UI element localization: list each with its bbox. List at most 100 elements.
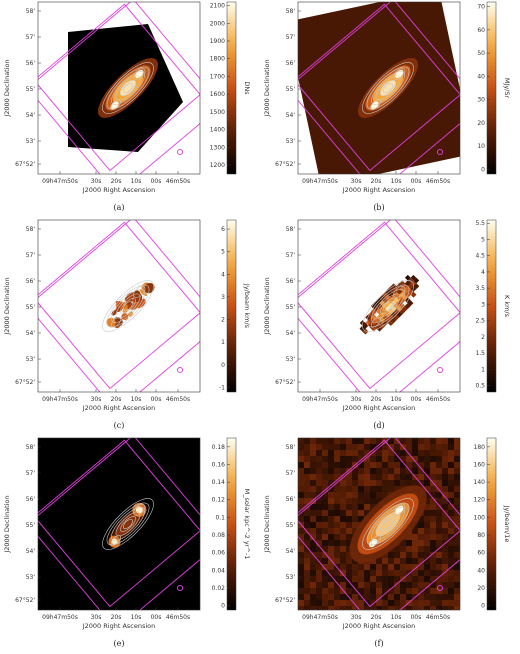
y-tick-label: 67°52' <box>275 597 295 604</box>
x-tick-label: 09h47m50s <box>302 396 338 403</box>
y-tick-label: 56' <box>286 278 296 285</box>
y-tick-label: 56' <box>26 60 36 67</box>
y-tick-label: 56' <box>26 278 36 285</box>
panel-e: 58' 57' 56' 55' 54' 53' 67°52' 09h47m50s 30s 20s 1… <box>0 436 260 654</box>
panel-caption: (f) <box>374 639 383 648</box>
colorbar-tick-label: 30 <box>477 97 485 104</box>
footprint-outline <box>298 221 460 390</box>
panel-caption: (b) <box>373 203 384 212</box>
colorbar-tick-label: 5 <box>221 249 225 256</box>
y-axis-title: J2000 Declination <box>263 495 271 553</box>
colorbar-tick-label: 2100 <box>210 3 225 10</box>
y-tick-label: 67°52' <box>15 379 35 386</box>
y-tick-label: 58' <box>26 444 36 451</box>
x-tick-label: 09h47m50s <box>302 178 338 185</box>
x-tick-label: 10s <box>131 614 142 621</box>
panel-f: 58' 57' 56' 55' 54' 53' 67°52' 09h47m50s 30s 20s 1… <box>260 436 520 654</box>
y-tick-label: 54' <box>286 330 296 337</box>
colorbar-tick-label: 1200 <box>210 162 225 169</box>
footprint-outline <box>38 438 200 610</box>
colorbar-tick-label: 6 <box>221 226 225 233</box>
colorbar-tick-label: 0.1 <box>215 514 225 521</box>
panel-d: 58' 57' 56' 55' 54' 53' 67°52' 09h47m50s 30s 20s 1… <box>260 218 520 436</box>
plot-frame <box>37 1 201 175</box>
colorbar-tick-label: 0 <box>221 603 225 610</box>
footprint-outline <box>298 3 460 172</box>
colorbar <box>226 1 237 175</box>
y-tick-label: 58' <box>26 8 36 15</box>
y-tick-label: 55' <box>286 86 296 93</box>
y-tick-label: 55' <box>286 304 296 311</box>
y-tick-label: 55' <box>26 86 36 93</box>
colorbar-tick-label: 0.06 <box>212 550 226 557</box>
x-tick-label: 10s <box>391 178 402 185</box>
y-axis-title: J2000 Declination <box>3 277 11 335</box>
contour-lines <box>362 62 414 114</box>
x-tick-label: 09h47m50s <box>302 614 338 621</box>
colorbar-tick-label: 70 <box>477 4 485 11</box>
colorbar-tick-label: 20 <box>477 120 485 127</box>
colorbar-tick-label: 2.5 <box>475 318 485 325</box>
colorbar-unit-label: Jy/beam km/s <box>243 283 251 329</box>
colorbar-tick-label: 5 <box>481 236 485 243</box>
panel-caption: (e) <box>114 639 125 648</box>
contour-lines <box>102 62 154 114</box>
plot-area <box>298 438 460 610</box>
footprint-outline <box>38 439 200 608</box>
plot-frame <box>297 437 461 611</box>
colorbar-unit-label: MJy/Sr <box>503 78 511 99</box>
colorbar-tick-label: 140 <box>474 479 486 486</box>
plot-frame <box>297 219 461 393</box>
colorbar-tick-label: 4.5 <box>475 253 485 260</box>
x-tick-label: 30s <box>351 178 362 185</box>
colorbar <box>486 219 497 393</box>
contour-lines <box>102 498 154 550</box>
colorbar-unit-label: M_solar kpc^-2 yr^-1 <box>243 489 251 560</box>
chart-1: 58' 57' 56' 55' 54' 53' 67°52' 09h47m50s 30s 20s 1… <box>263 1 511 212</box>
x-tick-label: 20s <box>371 178 382 185</box>
colorbar-tick-label: 0.16 <box>212 461 226 468</box>
colorbar-tick-label: 3.5 <box>475 285 485 292</box>
colorbar <box>226 219 237 393</box>
colorbar-tick-label: 2000 <box>210 20 225 27</box>
beam-marker <box>436 366 444 374</box>
colorbar-tick-label: 0.12 <box>212 497 226 504</box>
colorbar-tick-label: 2 <box>221 317 225 324</box>
beam-marker <box>176 148 184 156</box>
x-axis-title: J2000 Right Ascension <box>82 186 156 194</box>
y-tick-label: 55' <box>26 522 36 529</box>
x-tick-label: 46m50s <box>166 614 190 621</box>
colorbar-tick-label: 1600 <box>210 91 225 98</box>
plot-frame <box>37 437 201 611</box>
y-tick-label: 57' <box>286 470 296 477</box>
beam-marker <box>436 148 444 156</box>
y-tick-label: 57' <box>286 34 296 41</box>
y-tick-label: 53' <box>286 138 296 145</box>
y-tick-label: 53' <box>286 574 296 581</box>
footprint-outline <box>38 2 200 174</box>
beam-marker <box>176 584 184 592</box>
plot-area <box>38 2 200 174</box>
y-tick-label: 54' <box>26 330 36 337</box>
y-tick-label: 53' <box>26 356 36 363</box>
plot-area <box>38 220 200 392</box>
colorbar-tick-label: 1700 <box>210 73 225 80</box>
footprint-outline <box>38 221 200 390</box>
colorbar-tick-label: 1 <box>221 339 225 346</box>
colorbar-tick-label: -1 <box>219 384 225 391</box>
colorbar-tick-label: 4 <box>481 269 485 276</box>
panel-a: 58' 57' 56' 55' 54' 53' 67°52' 09h47m50s 30s 20s 1… <box>0 0 260 218</box>
x-tick-label: 20s <box>371 614 382 621</box>
colorbar-tick-label: 1800 <box>210 56 225 63</box>
y-axis-title: J2000 Declination <box>263 59 271 117</box>
chart-4: 58' 57' 56' 55' 54' 53' 67°52' 09h47m50s 30s 20s 1… <box>3 437 251 648</box>
x-axis-title: J2000 Right Ascension <box>82 404 156 412</box>
colorbar-unit-label: DNs <box>243 81 251 95</box>
x-tick-label: 30s <box>351 396 362 403</box>
colorbar-tick-label: 100 <box>474 514 486 521</box>
x-tick-label: 46m50s <box>166 396 190 403</box>
contour-lines <box>362 280 414 332</box>
x-tick-label: 46m50s <box>426 178 450 185</box>
y-tick-label: 67°52' <box>15 597 35 604</box>
y-tick-label: 56' <box>26 496 36 503</box>
